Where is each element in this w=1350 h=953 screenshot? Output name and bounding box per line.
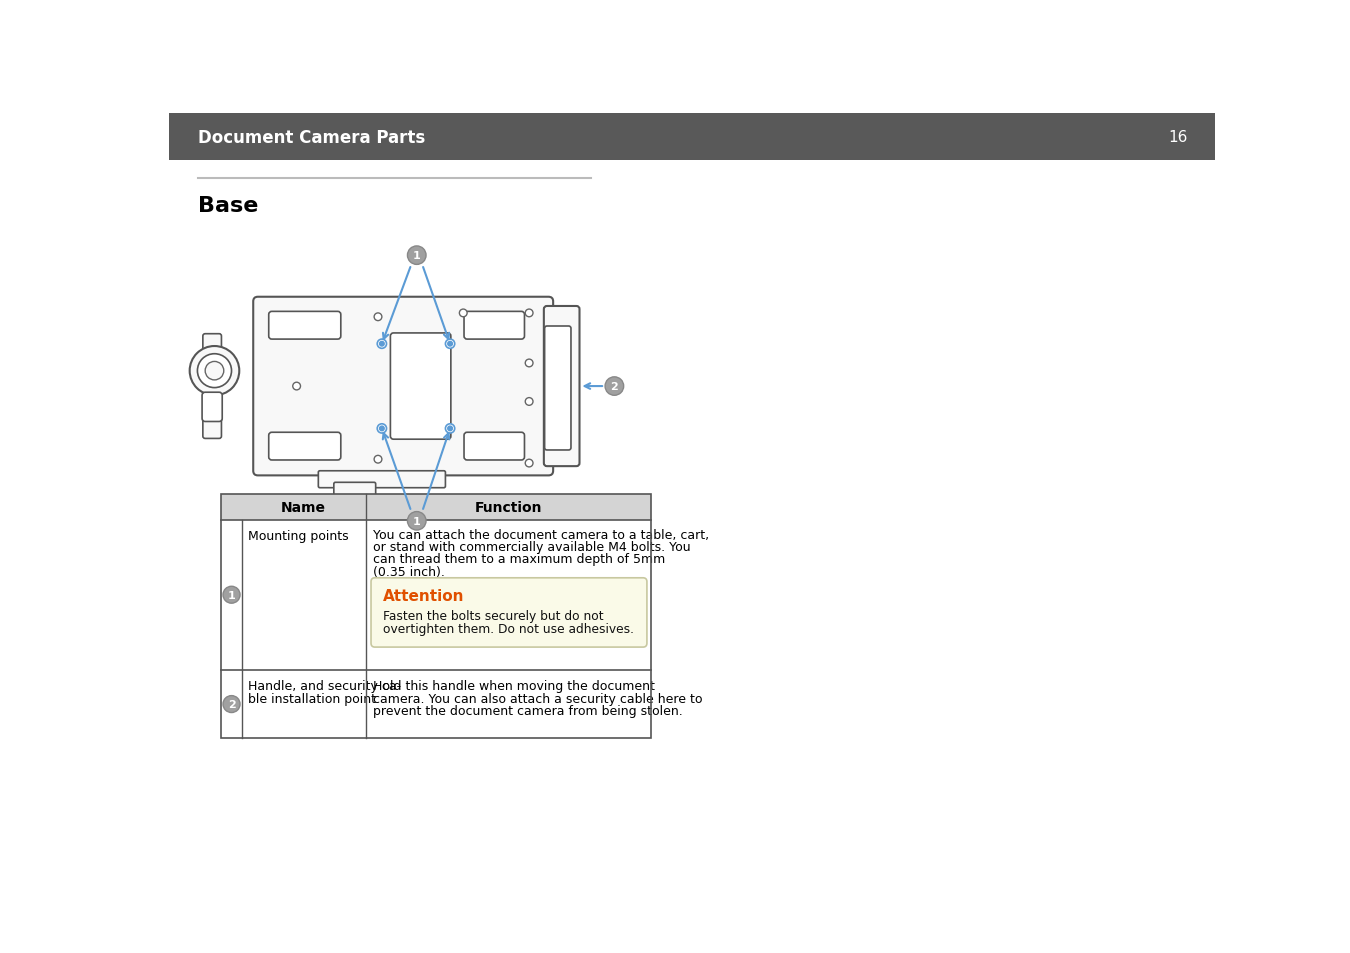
Bar	[169, 114, 1215, 160]
Text: Fasten the bolts securely but do not: Fasten the bolts securely but do not	[382, 609, 603, 622]
Text: Document Camera Parts: Document Camera Parts	[198, 129, 425, 147]
Text: can thread them to a maximum depth of 5mm: can thread them to a maximum depth of 5m…	[374, 553, 666, 566]
Circle shape	[525, 359, 533, 368]
Text: You can attach the document camera to a table, cart,: You can attach the document camera to a …	[374, 528, 710, 541]
Circle shape	[374, 314, 382, 321]
Circle shape	[459, 310, 467, 317]
Text: 1: 1	[228, 590, 235, 600]
Text: Base: Base	[198, 196, 259, 216]
Circle shape	[197, 355, 232, 388]
Text: 1: 1	[413, 251, 421, 261]
Circle shape	[223, 696, 240, 713]
FancyBboxPatch shape	[319, 472, 446, 488]
Text: Function: Function	[474, 500, 541, 515]
Text: or stand with commercially available M4 bolts. You: or stand with commercially available M4 …	[374, 540, 691, 554]
Circle shape	[374, 456, 382, 463]
Text: prevent the document camera from being stolen.: prevent the document camera from being s…	[374, 704, 683, 718]
FancyBboxPatch shape	[269, 312, 340, 339]
Circle shape	[605, 377, 624, 395]
FancyBboxPatch shape	[254, 297, 554, 476]
Circle shape	[408, 247, 427, 265]
Text: Attention: Attention	[382, 588, 464, 603]
Text: 16: 16	[1169, 130, 1188, 145]
Circle shape	[205, 362, 224, 380]
Text: Name: Name	[281, 500, 327, 515]
Text: Mounting points: Mounting points	[248, 530, 348, 542]
Circle shape	[446, 339, 455, 349]
Circle shape	[448, 427, 452, 432]
FancyBboxPatch shape	[544, 307, 579, 467]
FancyBboxPatch shape	[390, 334, 451, 439]
FancyBboxPatch shape	[544, 327, 571, 451]
FancyBboxPatch shape	[464, 312, 524, 339]
FancyBboxPatch shape	[464, 433, 524, 460]
Circle shape	[379, 427, 385, 432]
Text: 1: 1	[413, 517, 421, 526]
FancyBboxPatch shape	[371, 578, 647, 647]
Circle shape	[525, 459, 533, 467]
FancyBboxPatch shape	[202, 335, 221, 439]
Text: camera. You can also attach a security cable here to: camera. You can also attach a security c…	[374, 692, 703, 705]
Text: 2: 2	[610, 381, 618, 392]
Text: Handle, and security ca-: Handle, and security ca-	[248, 679, 401, 693]
Text: 2: 2	[228, 700, 235, 709]
Bar	[221, 495, 651, 520]
Circle shape	[377, 424, 386, 434]
Bar	[221, 495, 651, 739]
Text: (0.35 inch).: (0.35 inch).	[374, 565, 446, 578]
FancyBboxPatch shape	[333, 483, 375, 499]
Circle shape	[189, 347, 239, 395]
Circle shape	[525, 310, 533, 317]
Circle shape	[448, 342, 452, 347]
Text: ble installation point: ble installation point	[248, 692, 375, 705]
Text: Hold this handle when moving the document: Hold this handle when moving the documen…	[374, 679, 655, 693]
Circle shape	[293, 383, 301, 391]
Circle shape	[525, 398, 533, 406]
Circle shape	[446, 424, 455, 434]
FancyBboxPatch shape	[269, 433, 340, 460]
Circle shape	[379, 342, 385, 347]
Circle shape	[377, 339, 386, 349]
Text: overtighten them. Do not use adhesives.: overtighten them. Do not use adhesives.	[382, 623, 633, 636]
Circle shape	[223, 587, 240, 603]
Circle shape	[408, 512, 427, 531]
FancyBboxPatch shape	[202, 393, 223, 422]
